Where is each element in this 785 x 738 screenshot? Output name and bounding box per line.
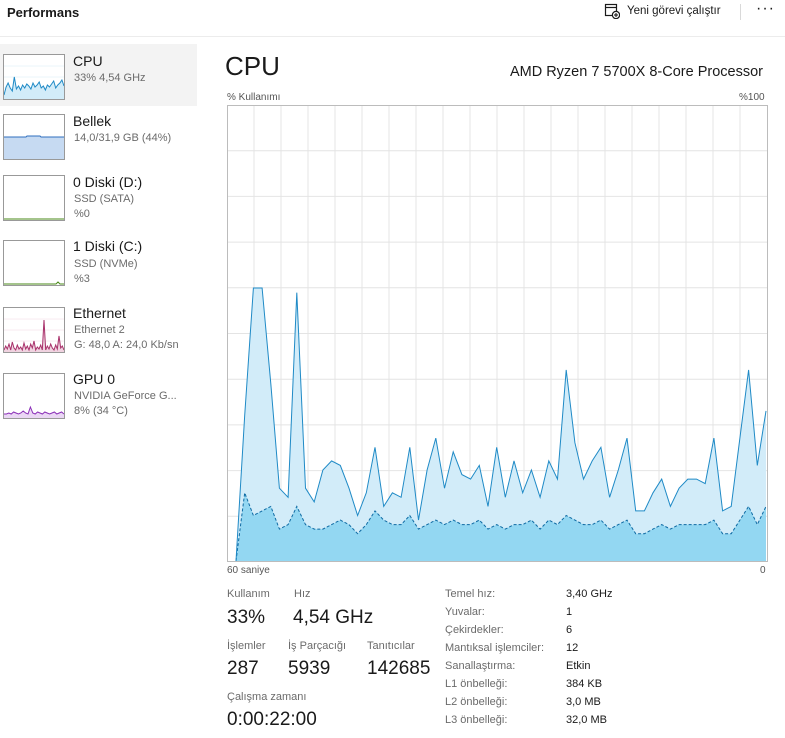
sidebar-item-detail: %3: [74, 273, 90, 285]
usage-value: 33%: [227, 607, 266, 628]
spec-value: 6: [566, 624, 573, 636]
new-task-label: Yeni görevi çalıştır: [627, 5, 721, 17]
sidebar-item-detail: 14,0/31,9 GB (44%): [74, 132, 172, 144]
sidebar-item-label: 0 Diski (D:): [73, 174, 143, 190]
spec-label: L1 önbelleği:: [445, 678, 508, 690]
app-title: Performans: [7, 5, 80, 20]
ethernet-thumbnail-graph: [3, 307, 65, 353]
toolbar-divider: [740, 4, 741, 20]
page-title: CPU: [225, 51, 280, 81]
y-axis-max-label: %100: [739, 92, 765, 103]
sidebar-item-detail: SSD (SATA): [74, 193, 135, 205]
spec-value: 384 KB: [566, 678, 603, 690]
graph-grid: [227, 105, 768, 562]
processes-label: İşlemler: [227, 640, 266, 652]
spec-label: Çekirdekler:: [445, 624, 504, 636]
disk-d-thumbnail-graph: [3, 175, 65, 221]
processor-name: AMD Ryzen 7 5700X 8-Core Processor: [509, 64, 763, 80]
sidebar-item-label: CPU: [73, 53, 103, 69]
sidebar-item-detail: 33% 4,54 GHz: [74, 72, 146, 84]
sidebar-item-detail: Ethernet 2: [74, 324, 125, 336]
sidebar-item-detail: G: 48,0 A: 24,0 Kb/sn: [74, 339, 179, 351]
spec-value: 3,40 GHz: [566, 588, 613, 600]
memory-thumbnail-graph: [3, 114, 65, 160]
sidebar-item-disk-d[interactable]: 0 Diski (D:) SSD (SATA) %0: [0, 168, 197, 230]
spec-value: 3,0 MB: [566, 696, 601, 708]
sidebar-item-memory[interactable]: Bellek 14,0/31,9 GB (44%): [0, 106, 197, 168]
gpu-thumb-line: [4, 405, 64, 415]
cpu-usage-chart: [227, 105, 768, 562]
spec-value: 1: [566, 606, 573, 618]
gpu-thumbnail-graph: [3, 373, 65, 419]
sidebar-item-label: Bellek: [73, 113, 112, 129]
spec-label: L2 önbelleği:: [445, 696, 508, 708]
x-axis-left-label: 60 saniye: [227, 565, 270, 576]
sidebar-item-detail: SSD (NVMe): [74, 258, 138, 270]
disk-c-thumbnail-graph: [3, 240, 65, 286]
cpu-thumb-line: [4, 76, 64, 96]
cpu-thumbnail-graph: [3, 54, 65, 100]
spec-label: Mantıksal işlemciler:: [445, 642, 545, 654]
uptime-value: 0:00:22:00: [227, 709, 317, 730]
x-axis-right-label: 0: [760, 565, 766, 576]
sidebar-item-detail: %0: [74, 208, 90, 220]
new-task-button[interactable]: Yeni görevi çalıştır: [604, 3, 721, 19]
spec-value: 12: [566, 642, 579, 654]
kernel-usage-line: [235, 492, 767, 562]
sidebar-item-ethernet[interactable]: Ethernet Ethernet 2 G: 48,0 A: 24,0 Kb/s…: [0, 300, 197, 362]
handles-value: 142685: [367, 658, 431, 679]
threads-value: 5939: [288, 658, 331, 679]
processes-value: 287: [227, 658, 259, 679]
sidebar-item-label: 1 Diski (C:): [73, 238, 143, 254]
spec-label: L3 önbelleği:: [445, 714, 508, 726]
cpu-thumb-line-fill: [4, 77, 64, 99]
sidebar-item-disk-c[interactable]: 1 Diski (C:) SSD (NVMe) %3: [0, 234, 197, 296]
sidebar-item-gpu[interactable]: GPU 0 NVIDIA GeForce G... 8% (34 °C): [0, 366, 197, 428]
new-task-icon: [604, 3, 620, 19]
speed-value: 4,54 GHz: [293, 607, 374, 628]
sidebar-item-label: Ethernet: [73, 305, 126, 321]
sidebar-item-label: GPU 0: [73, 371, 116, 387]
uptime-label: Çalışma zamanı: [227, 691, 307, 703]
spec-label: Yuvalar:: [445, 606, 485, 618]
usage-label: Kullanım: [227, 588, 270, 600]
handles-label: Tanıtıcılar: [367, 640, 415, 652]
sidebar-item-detail: NVIDIA GeForce G...: [74, 390, 177, 402]
y-axis-label: % Kullanımı: [227, 92, 281, 103]
memory-thumb-line: [4, 135, 64, 138]
graph-border: [227, 105, 768, 562]
threads-label: İş Parçacığı: [288, 640, 347, 652]
spec-value: Etkin: [566, 660, 591, 672]
title-bar: Performans Yeni görevi çalıştır ···: [0, 0, 785, 37]
spec-label: Temel hız:: [445, 588, 496, 600]
sidebar-item-detail: 8% (34 °C): [74, 405, 128, 417]
sidebar-item-cpu[interactable]: CPU 33% 4,54 GHz: [0, 44, 197, 106]
disk-c-thumb-line: [4, 281, 64, 285]
gpu-thumb-line-fill: [4, 407, 64, 418]
memory-thumb-line-fill: [4, 136, 64, 159]
spec-value: 32,0 MB: [566, 714, 607, 726]
cpu-usage-graph: [227, 105, 768, 562]
speed-label: Hız: [294, 588, 311, 600]
total-usage-line: [235, 287, 767, 562]
ethernet-thumb-line: [4, 319, 64, 352]
spec-label: Sanallaştırma:: [445, 660, 516, 672]
more-options-button[interactable]: ···: [756, 0, 775, 17]
